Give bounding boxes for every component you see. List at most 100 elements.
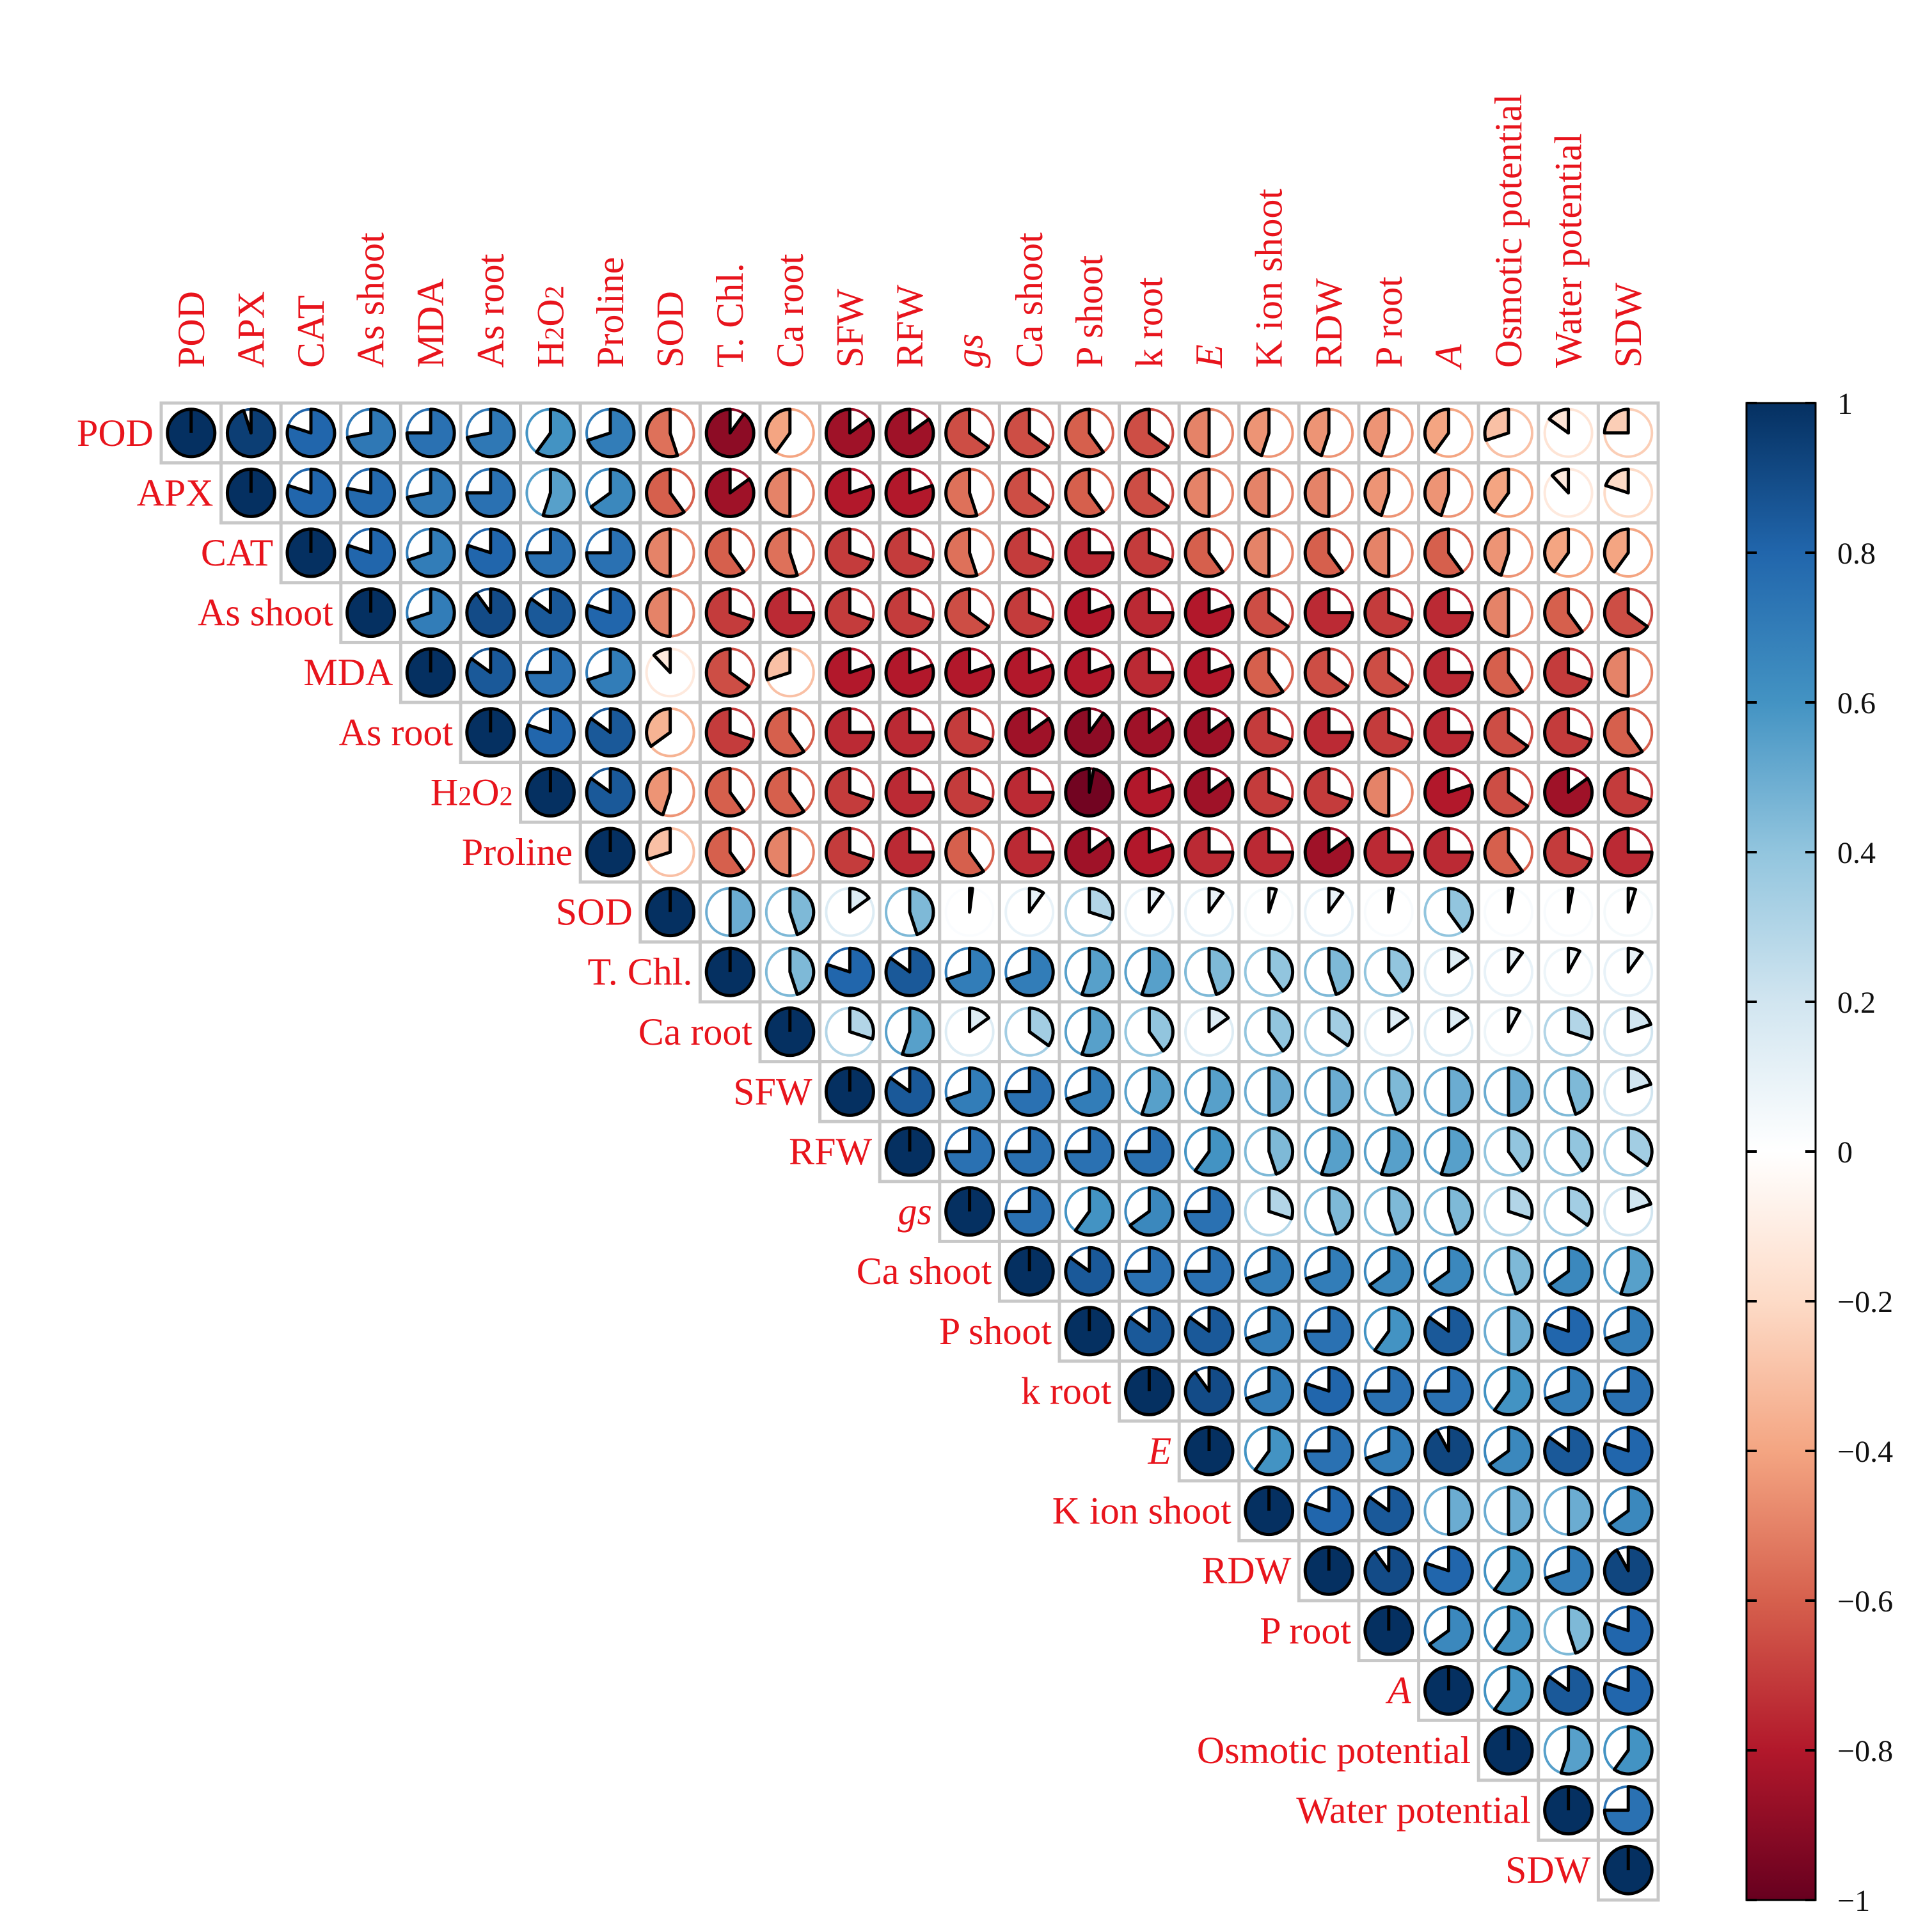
cell-14-19 [1297, 1239, 1361, 1303]
cell-6-14 [997, 761, 1061, 824]
cell-5-14 [997, 701, 1061, 764]
cell-16-16 [1118, 1359, 1181, 1423]
cell-14-24 [1596, 1239, 1660, 1303]
cell-6-6 [519, 761, 582, 824]
column-label: APX [230, 291, 272, 368]
cell-19-24 [1596, 1539, 1660, 1603]
cell-2-3 [339, 521, 402, 585]
column-label: P shoot [1068, 255, 1111, 368]
cell-6-18 [1237, 761, 1301, 824]
cell-3-10 [758, 581, 822, 644]
cell-8-23 [1537, 880, 1600, 944]
colorbar-tick-label: −0.6 [1837, 1585, 1893, 1619]
cell-8-15 [1057, 880, 1121, 944]
cell-0-8 [638, 401, 702, 465]
colorbar-tick-label: 0.6 [1837, 686, 1876, 720]
cell-4-5 [459, 640, 523, 704]
cell-11-17 [1177, 1060, 1241, 1123]
colorbar-tick-label: −1 [1837, 1884, 1870, 1918]
cell-14-20 [1357, 1239, 1421, 1303]
cell-2-22 [1477, 521, 1540, 585]
column-label: Ca shoot [1008, 232, 1050, 368]
cell-17-17 [1177, 1419, 1241, 1483]
cell-0-16 [1118, 401, 1181, 465]
cell-16-24 [1596, 1359, 1660, 1423]
cell-18-20 [1357, 1479, 1421, 1542]
cell-3-3 [339, 581, 402, 644]
cell-14-18 [1237, 1239, 1301, 1303]
cell-1-19 [1297, 461, 1361, 525]
row-label: As shoot [198, 592, 333, 634]
cell-4-16 [1118, 640, 1181, 704]
row-label: K ion shoot [1052, 1490, 1231, 1532]
cell-17-23 [1537, 1419, 1600, 1483]
cell-1-20 [1357, 461, 1421, 525]
cell-15-15 [1057, 1299, 1121, 1363]
cell-19-20 [1357, 1539, 1421, 1603]
cell-11-18 [1237, 1060, 1301, 1123]
cell-16-21 [1417, 1359, 1480, 1423]
cell-6-22 [1477, 761, 1540, 824]
column-label: H2O2 [529, 285, 571, 368]
cell-6-17 [1177, 761, 1241, 824]
cell-23-24 [1596, 1778, 1660, 1842]
cell-20-24 [1596, 1599, 1660, 1663]
cell-9-14 [997, 940, 1061, 1004]
cell-1-24 [1596, 461, 1660, 525]
cell-9-20 [1357, 940, 1421, 1004]
cell-10-17 [1177, 1000, 1241, 1064]
cell-1-3 [339, 461, 402, 525]
cell-0-13 [938, 401, 1001, 465]
cell-8-24 [1596, 880, 1660, 944]
row-label: E [1148, 1430, 1172, 1472]
cell-1-7 [578, 461, 642, 525]
cell-1-6 [519, 461, 582, 525]
row-label: RDW [1201, 1549, 1291, 1592]
cell-7-14 [997, 820, 1061, 884]
colorbar-tick-label: −0.8 [1837, 1734, 1893, 1768]
cell-0-0 [159, 401, 223, 465]
cell-16-17 [1177, 1359, 1241, 1423]
cell-7-9 [698, 820, 762, 884]
cell-15-22 [1477, 1299, 1540, 1363]
cell-13-13 [938, 1180, 1001, 1243]
cell-15-24 [1596, 1299, 1660, 1363]
cell-9-19 [1297, 940, 1361, 1004]
row-label: Proline [462, 831, 573, 873]
cell-13-20 [1357, 1180, 1421, 1243]
cell-12-21 [1417, 1120, 1480, 1184]
cell-3-15 [1057, 581, 1121, 644]
cell-3-5 [459, 581, 523, 644]
cell-5-15 [1057, 701, 1121, 764]
cell-0-9 [698, 401, 762, 465]
cell-8-20 [1357, 880, 1421, 944]
column-label: SDW [1607, 282, 1649, 368]
cell-6-10 [758, 761, 822, 824]
cell-2-13 [938, 521, 1001, 585]
cell-22-22 [1477, 1718, 1540, 1782]
cell-5-7 [578, 701, 642, 764]
cell-19-23 [1537, 1539, 1600, 1603]
cell-0-15 [1057, 401, 1121, 465]
cell-12-12 [878, 1120, 942, 1184]
cell-7-13 [938, 820, 1001, 884]
colorbar-tick-label: −0.4 [1837, 1435, 1893, 1469]
column-label: Osmotic potential [1487, 94, 1530, 368]
cell-0-24 [1596, 401, 1660, 465]
cell-10-20 [1357, 1000, 1421, 1064]
cell-8-14 [997, 880, 1061, 944]
cell-6-16 [1118, 761, 1181, 824]
row-label: POD [77, 412, 154, 454]
cell-3-13 [938, 581, 1001, 644]
cell-10-19 [1297, 1000, 1361, 1064]
column-labels: POD APX CAT As shoot MDA As root H2O2 Proline SO… [170, 94, 1649, 370]
cell-1-1 [219, 461, 283, 525]
cell-4-18 [1237, 640, 1301, 704]
cell-5-11 [818, 701, 882, 764]
cell-11-14 [997, 1060, 1061, 1123]
cell-1-13 [938, 461, 1001, 525]
row-label: T. Chl. [588, 951, 693, 993]
cell-14-16 [1118, 1239, 1181, 1303]
cell-13-19 [1297, 1180, 1361, 1243]
cell-20-20 [1357, 1599, 1421, 1663]
